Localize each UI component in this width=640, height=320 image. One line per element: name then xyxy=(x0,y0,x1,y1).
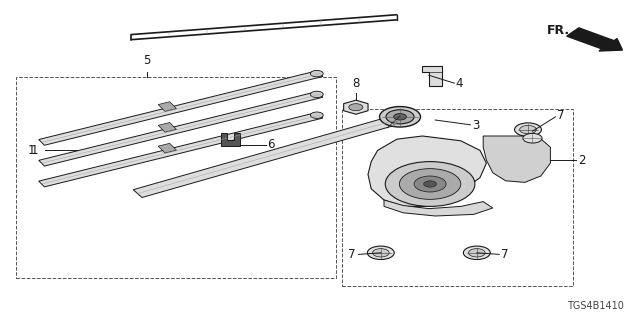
Text: 7: 7 xyxy=(348,248,356,261)
Circle shape xyxy=(385,162,475,206)
Circle shape xyxy=(399,169,461,199)
Text: TGS4B1410: TGS4B1410 xyxy=(567,300,624,311)
Circle shape xyxy=(380,107,420,127)
FancyArrow shape xyxy=(567,28,623,51)
Polygon shape xyxy=(384,200,493,216)
Circle shape xyxy=(468,249,485,257)
Circle shape xyxy=(310,70,323,77)
Circle shape xyxy=(515,123,541,136)
Circle shape xyxy=(372,249,389,257)
Polygon shape xyxy=(39,71,323,145)
Text: 7: 7 xyxy=(557,109,564,122)
Polygon shape xyxy=(344,100,368,114)
Circle shape xyxy=(310,112,323,118)
Circle shape xyxy=(424,181,436,187)
Text: 4: 4 xyxy=(456,77,463,90)
Polygon shape xyxy=(39,112,323,187)
Polygon shape xyxy=(368,136,486,206)
Text: 7: 7 xyxy=(501,248,509,261)
Circle shape xyxy=(463,246,490,260)
Circle shape xyxy=(520,125,536,134)
Circle shape xyxy=(367,246,394,260)
Circle shape xyxy=(414,176,446,192)
Circle shape xyxy=(523,133,542,143)
Text: 1: 1 xyxy=(31,144,38,157)
Circle shape xyxy=(349,104,363,111)
Circle shape xyxy=(386,110,414,124)
Polygon shape xyxy=(133,116,400,197)
Text: 6: 6 xyxy=(268,138,275,151)
Polygon shape xyxy=(483,136,550,182)
Text: 2: 2 xyxy=(578,154,586,166)
Circle shape xyxy=(310,91,323,98)
Polygon shape xyxy=(221,133,240,146)
Text: 3: 3 xyxy=(472,119,480,132)
Text: 1: 1 xyxy=(28,144,35,157)
Polygon shape xyxy=(158,102,177,111)
Text: 5: 5 xyxy=(143,54,151,67)
Circle shape xyxy=(394,114,406,120)
Polygon shape xyxy=(39,92,323,166)
Text: 8: 8 xyxy=(352,76,360,90)
Polygon shape xyxy=(158,123,177,132)
Polygon shape xyxy=(422,66,442,86)
Bar xyxy=(16,77,336,278)
Bar xyxy=(342,109,573,286)
Polygon shape xyxy=(158,143,177,153)
Text: FR.: FR. xyxy=(547,24,570,37)
